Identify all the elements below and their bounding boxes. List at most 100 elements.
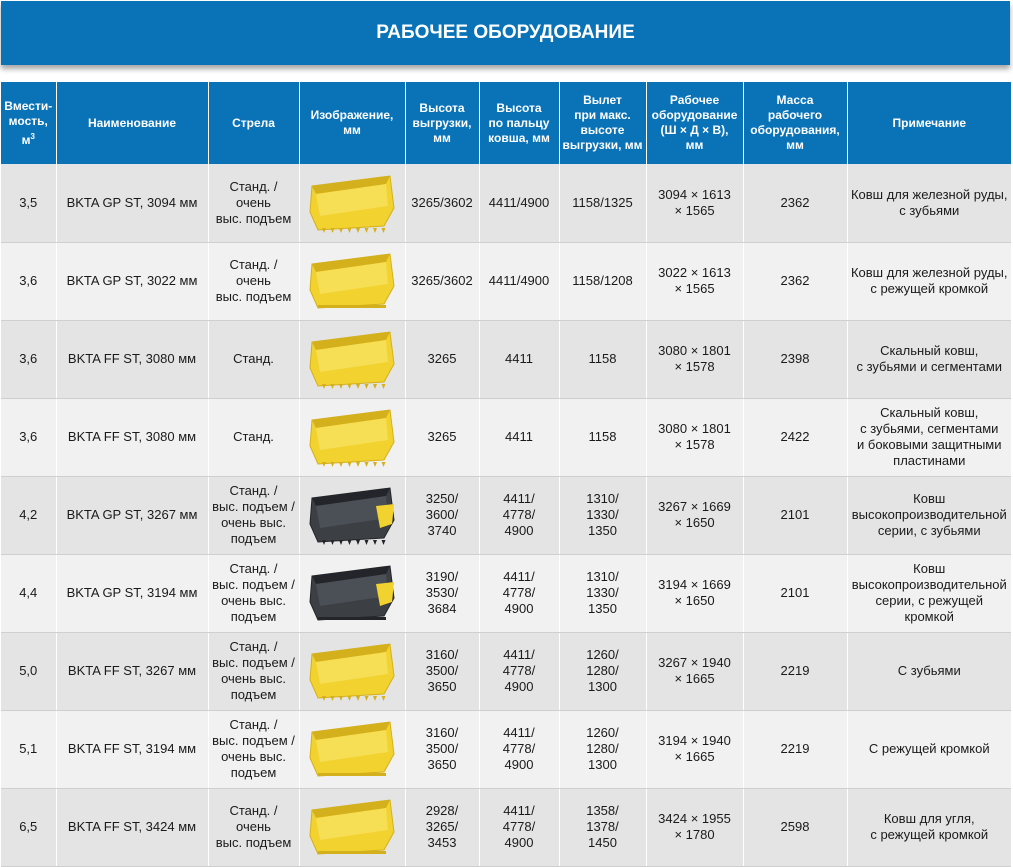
equipment-table: Вмести- мость, м3 Наименование Стрела Из… [1,82,1011,867]
cell-dimensions: 3022 × 1613 × 1565 [646,242,744,321]
cell-boom: Станд. / очень выс. подъем [208,788,300,867]
table-row: 6,5 BKTA FF ST, 3424 мм Станд. / очень выс… [1,788,1011,867]
grey-hp-bucket-edge-icon [299,554,406,633]
cell-name: BKTA FF ST, 3267 мм [56,632,209,711]
cell-name: BKTA GP ST, 3267 мм [56,476,209,555]
col-tooth-height: Высота по пальцу ковша, мм [479,82,560,164]
yellow-bucket-teeth-icon [299,632,406,711]
table-row: 4,2 BKTA GP ST, 3267 мм Станд. / выс. подъ… [1,476,1011,555]
col-boom: Стрела [208,82,300,164]
cell-note: Ковш для железной руды, с режущей кромко… [847,242,1011,321]
cell-tooth-height: 4411/4900 [479,242,560,321]
cell-dump-height: 3265/3602 [405,242,480,321]
cell-boom: Станд. / очень выс. подъем [208,164,300,243]
cell-mass: 2362 [743,164,848,243]
cell-name: BKTA GP ST, 3022 мм [56,242,209,321]
cell-dump-height: 3160/ 3500/ 3650 [405,632,480,711]
col-name: Наименование [56,82,209,164]
cell-reach: 1158 [559,320,647,399]
cell-reach: 1158 [559,398,647,477]
cell-reach: 1310/ 1330/ 1350 [559,554,647,633]
cell-capacity: 5,0 [1,632,57,711]
cell-mass: 2101 [743,476,848,555]
cell-boom: Станд. / выс. подъем / очень выс. подъем [208,632,300,711]
cell-reach: 1358/ 1378/ 1450 [559,788,647,867]
table-row: 5,1 BKTA FF ST, 3194 мм Станд. / выс. подъ… [1,710,1011,789]
cell-dimensions: 3080 × 1801 × 1578 [646,398,744,477]
cell-dimensions: 3080 × 1801 × 1578 [646,320,744,399]
col-reach: Вылет при макс. высоте выгрузки, мм [559,82,647,164]
yellow-bucket-teeth-icon [299,164,406,243]
cell-dimensions: 3194 × 1669 × 1650 [646,554,744,633]
cell-reach: 1158/1325 [559,164,647,243]
table-row: 4,4 BKTA GP ST, 3194 мм Станд. / выс. подъ… [1,554,1011,633]
cell-tooth-height: 4411/ 4778/ 4900 [479,476,560,555]
table-header-row: Вмести- мость, м3 Наименование Стрела Из… [1,82,1011,164]
cell-dimensions: 3094 × 1613 × 1565 [646,164,744,243]
cell-capacity: 3,6 [1,320,57,399]
cell-note: Ковш высокопроизводительной серии, с реж… [847,554,1011,633]
cell-capacity: 5,1 [1,710,57,789]
cell-boom: Станд. [208,398,300,477]
cell-mass: 2362 [743,242,848,321]
cell-tooth-height: 4411 [479,398,560,477]
cell-note: Скальный ковш, с зубьями, сегментами и б… [847,398,1011,477]
page-title: РАБОЧЕЕ ОБОРУДОВАНИЕ [376,22,635,43]
cell-capacity: 3,6 [1,242,57,321]
cell-note: Ковш для угля, с режущей кромкой [847,788,1011,867]
cell-tooth-height: 4411/ 4778/ 4900 [479,788,560,867]
cell-name: BKTA GP ST, 3194 мм [56,554,209,633]
cell-capacity: 3,5 [1,164,57,243]
cell-boom: Станд. / выс. подъем / очень выс. подъем [208,476,300,555]
cell-mass: 2422 [743,398,848,477]
cell-name: BKTA FF ST, 3424 мм [56,788,209,867]
cell-reach: 1158/1208 [559,242,647,321]
cell-name: BKTA FF ST, 3194 мм [56,710,209,789]
cell-reach: 1260/ 1280/ 1300 [559,710,647,789]
cell-capacity: 3,6 [1,398,57,477]
yellow-bucket-edge-icon [299,242,406,321]
table-row: 3,5 BKTA GP ST, 3094 мм Станд. / очень выс… [1,164,1011,243]
cell-dimensions: 3267 × 1669 × 1650 [646,476,744,555]
cell-dump-height: 3160/ 3500/ 3650 [405,710,480,789]
cell-mass: 2598 [743,788,848,867]
cell-tooth-height: 4411/ 4778/ 4900 [479,710,560,789]
col-image: Изображение, мм [299,82,406,164]
cell-dump-height: 3265/3602 [405,164,480,243]
cell-capacity: 4,4 [1,554,57,633]
cell-dump-height: 2928/ 3265/ 3453 [405,788,480,867]
yellow-coal-bucket-icon [299,788,406,867]
cell-note: Ковш высокопроизводительной серии, с зуб… [847,476,1011,555]
cell-dump-height: 3265 [405,398,480,477]
col-dump-height: Высота выгрузки, мм [405,82,480,164]
table-row: 5,0 BKTA FF ST, 3267 мм Станд. / выс. подъ… [1,632,1011,711]
cell-tooth-height: 4411/ 4778/ 4900 [479,554,560,633]
yellow-bucket-edge-icon [299,710,406,789]
cell-boom: Станд. / очень выс. подъем [208,242,300,321]
table-row: 3,6 BKTA FF ST, 3080 мм Станд. 3265 4411 1158… [1,320,1011,399]
cell-dimensions: 3424 × 1955 × 1780 [646,788,744,867]
cell-capacity: 4,2 [1,476,57,555]
cell-reach: 1310/ 1330/ 1350 [559,476,647,555]
yellow-rock-bucket-icon [299,320,406,399]
cell-boom: Станд. [208,320,300,399]
cell-tooth-height: 4411/ 4778/ 4900 [479,632,560,711]
table-row: 3,6 BKTA FF ST, 3080 мм Станд. 3265 4411 1158… [1,398,1011,477]
cell-dimensions: 3194 × 1940 × 1665 [646,710,744,789]
cell-note: Ковш для железной руды, с зубьями [847,164,1011,243]
table-row: 3,6 BKTA GP ST, 3022 мм Станд. / очень выс… [1,242,1011,321]
cell-boom: Станд. / выс. подъем / очень выс. подъем [208,710,300,789]
cell-dimensions: 3267 × 1940 × 1665 [646,632,744,711]
cell-mass: 2101 [743,554,848,633]
cell-name: BKTA GP ST, 3094 мм [56,164,209,243]
cell-note: С зубьями [847,632,1011,711]
cell-name: BKTA FF ST, 3080 мм [56,398,209,477]
cell-tooth-height: 4411 [479,320,560,399]
cell-note: Скальный ковш, с зубьями и сегментами [847,320,1011,399]
cell-dump-height: 3190/ 3530/ 3684 [405,554,480,633]
col-capacity: Вмести- мость, м3 [1,82,57,164]
cell-tooth-height: 4411/4900 [479,164,560,243]
yellow-rock-bucket-icon [299,398,406,477]
col-capacity-label: Вмести- мость, м [4,98,53,147]
cell-mass: 2219 [743,710,848,789]
